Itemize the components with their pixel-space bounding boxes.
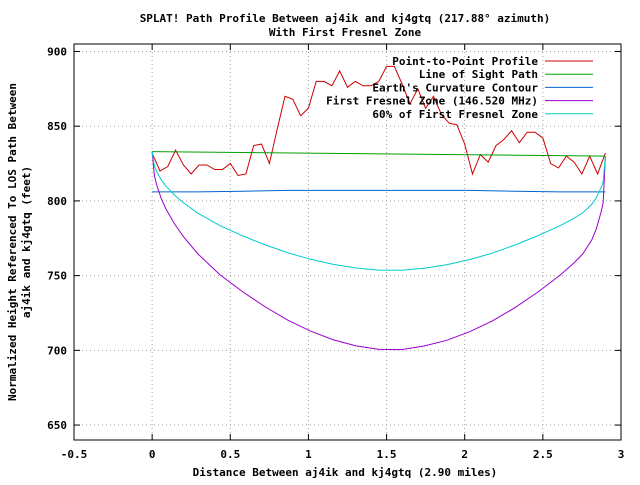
tick-layer: -0.5 0 0.5 1 1.5 2 2.5 3 650 700 750 800 850 900 [47,44,624,461]
x-tick-label: 1.5 [377,448,397,461]
y-tick-label: 650 [47,419,67,432]
x-axis-label: Distance Between aj4ik and kj4gtq (2.90 … [193,466,498,479]
series-line-4 [151,151,606,351]
y-axis-label-line2: aj4ik and kj4gtq (feet) [20,166,33,318]
x-tick-label: 2 [461,448,468,461]
x-tick-label: 2.5 [533,448,553,461]
legend-label: 60% of First Fresnel Zone [372,108,538,121]
y-tick-label: 750 [47,270,67,283]
y-tick-label: 850 [47,120,67,133]
x-tick-label: 0 [149,448,156,461]
legend-label: Earth's Curvature Contour [372,81,538,94]
legend-label: First Fresnel Zone (146.520 MHz) [326,95,538,108]
y-axis-label-line1: Normalized Height Referenced To LOS Path… [6,83,19,401]
plot-frame [73,43,622,441]
legend-label: Point-to-Point Profile [392,55,538,68]
x-tick-label: 0.5 [220,448,240,461]
chart-subtitle: With First Fresnel Zone [269,26,422,39]
x-tick-label: -0.5 [61,448,88,461]
series-line-5 [151,151,606,271]
x-tick-label: 1 [305,448,312,461]
series-layer [151,65,606,351]
series-line-1 [151,65,606,177]
y-tick-label: 800 [47,195,67,208]
y-tick-label: 700 [47,344,67,357]
series-line-3 [152,189,606,193]
legend-label: Line of Sight Path [419,68,538,81]
series-line-2 [152,151,606,157]
chart-title: SPLAT! Path Profile Between aj4ik and kj… [140,12,551,25]
x-tick-label: 3 [618,448,625,461]
y-tick-label: 900 [47,45,67,58]
